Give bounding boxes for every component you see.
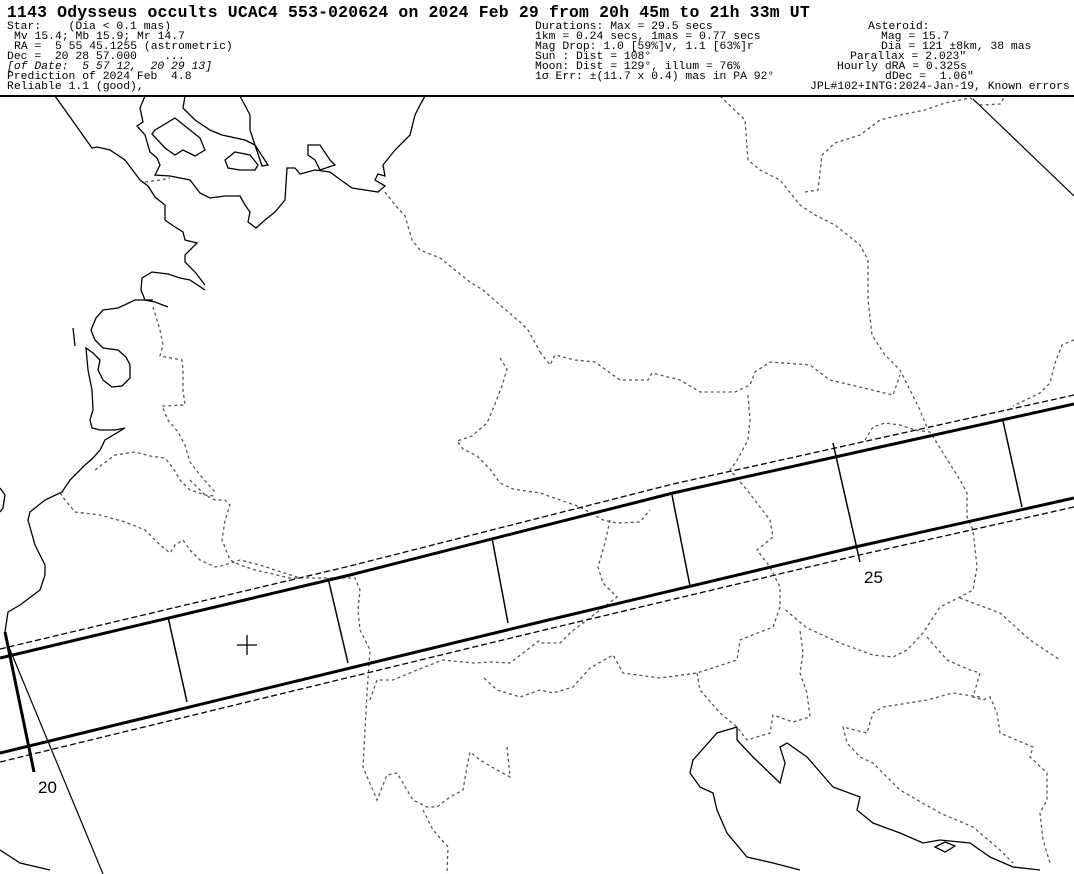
hourly-dra: Hourly dRA = 0.325s	[837, 61, 967, 73]
sub-star-line-west	[5, 639, 104, 874]
border-switzerland-italy	[422, 809, 449, 874]
coastline-island	[72, 327, 76, 347]
coastlines	[0, 95, 1041, 871]
time-label-25: 25	[864, 568, 883, 587]
coastline-adriatic-east	[736, 727, 1041, 871]
sub-star-line-east	[972, 98, 1074, 197]
center-cross-icon	[237, 635, 257, 655]
asteroid-mag: Mag = 15.7	[881, 31, 950, 43]
coastline-germany-north	[140, 271, 206, 308]
time-tick-25	[832, 442, 861, 563]
orbit-source: JPL#102+INTG:2024-Jan-19, Known errors	[810, 81, 1070, 93]
border-belgium-north	[94, 451, 216, 497]
error-limit-south	[0, 506, 1074, 763]
border-austria-slovenia	[696, 629, 811, 741]
border-germany-austria	[369, 639, 541, 701]
error-ellipse: 1σ Err: ±(11.7 x 0.4) mas in PA 92°	[535, 71, 775, 83]
time-tick	[671, 494, 691, 587]
island-croatia	[933, 841, 957, 853]
reliability: Reliable 1.1 (good),	[7, 81, 144, 93]
border-slovakia-north	[782, 422, 978, 658]
asteroid-diameter: Dia = 121 ±8km, 38 mas	[881, 41, 1032, 53]
parallax: Parallax = 2.023"	[850, 51, 967, 63]
star-magnitudes: Mv 15.4; Mb 15.9; Mr 14.7	[14, 31, 185, 43]
star-info: Star: (Dia < 0.1 mas)	[7, 21, 172, 33]
prediction-date: Prediction of 2024 Feb 4.8	[7, 71, 192, 83]
border-poland-belarus	[804, 95, 1006, 193]
time-tick-20	[3, 631, 36, 773]
coastline-italy	[689, 726, 801, 871]
durations: Durations: Max = 29.5 secs	[535, 21, 713, 33]
time-label-20: 20	[38, 778, 57, 797]
time-tick	[491, 537, 509, 624]
time-tick	[167, 616, 188, 703]
mag-drop: Mag Drop: 1.0 [59%]v, 1.1 [63%]r	[535, 41, 754, 53]
scale-info: 1km = 0.24 secs, 1mas = 0.77 secs	[535, 31, 761, 43]
coastline-baltic	[136, 95, 426, 229]
border-poland-ukraine	[1012, 339, 1074, 407]
border-czech-north	[539, 351, 901, 396]
time-tick	[327, 577, 349, 664]
island-rugen	[307, 144, 337, 171]
ddec: dDec = 1.06"	[885, 71, 974, 83]
border-denmark-germany	[144, 177, 171, 183]
island-zealand	[182, 95, 270, 167]
border-france-belgium	[59, 492, 301, 579]
coastline-left-edge	[0, 487, 6, 513]
moon-info: Moon: Dist = 129°, illum = 76%	[535, 61, 741, 73]
border-czech-slovakia	[482, 394, 781, 698]
coastline-belgium-south	[0, 849, 51, 871]
occultation-path: 20 25	[0, 98, 1074, 874]
path-limit-north	[0, 402, 1074, 660]
border-hungary-romania	[959, 597, 1061, 661]
time-tick	[1002, 420, 1023, 508]
border-poland-east	[719, 95, 929, 431]
country-borders	[59, 95, 1074, 874]
error-limit-north	[0, 394, 1074, 650]
asteroid-heading: Asteroid:	[868, 21, 930, 33]
star-dec: Dec = 20 28 57.000 ...	[7, 51, 185, 63]
border-czech-west	[455, 357, 651, 524]
coastline-jutland	[54, 95, 206, 286]
border-czech-austria	[540, 519, 618, 644]
border-germany-france	[189, 479, 511, 808]
sun-distance: Sun : Dist = 108°	[535, 51, 652, 63]
prediction-header: 1143 Odysseus occults UCAC4 553-020624 o…	[0, 0, 1074, 97]
event-title: 1143 Odysseus occults UCAC4 553-020624 o…	[7, 3, 810, 22]
star-of-date: [of Date: 5 57 12, 20 29 13]	[7, 61, 213, 73]
coastline-netherlands	[4, 299, 153, 633]
border-netherlands-germany	[152, 306, 216, 493]
star-ra: RA = 5 55 45.1255 (astrometric)	[14, 41, 233, 53]
border-slovenia-croatia	[842, 692, 1014, 864]
border-hungary-croatia	[926, 636, 1051, 864]
border-germany-poland	[384, 191, 541, 353]
time-ticks	[3, 420, 1023, 773]
island-small	[224, 151, 259, 171]
island-fyn	[151, 117, 206, 157]
path-limit-south	[0, 496, 1074, 755]
